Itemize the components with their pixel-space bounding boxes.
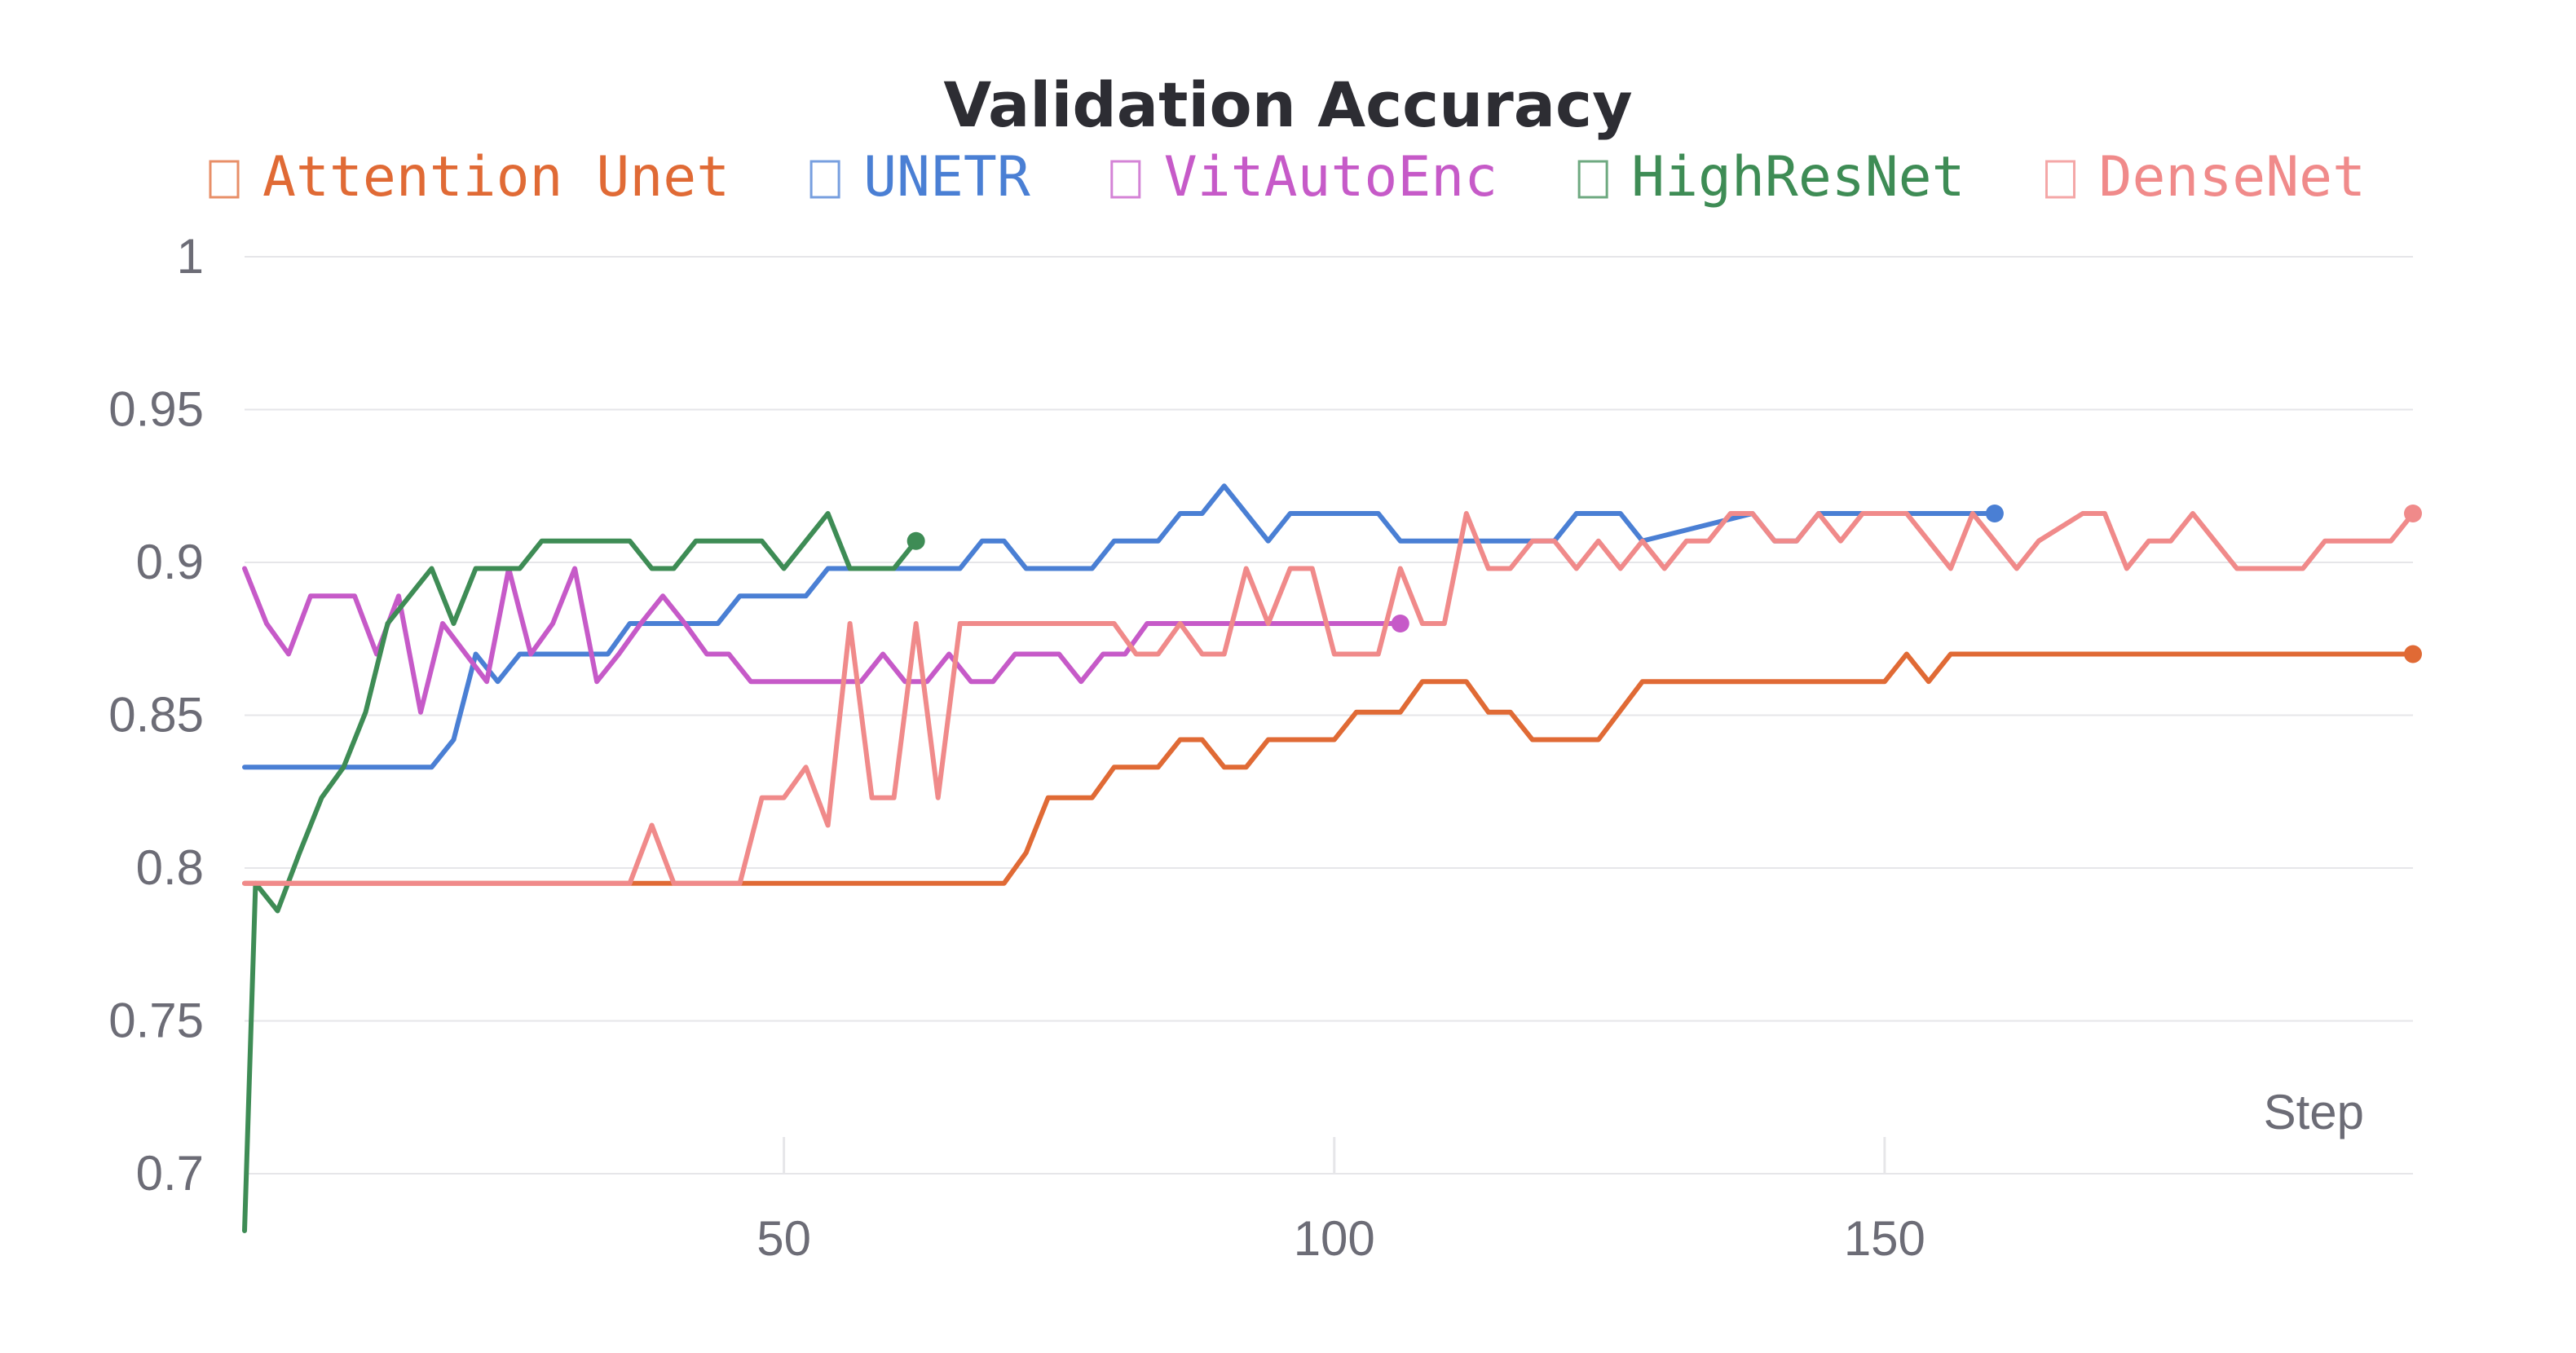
- y-tick-label: 0.95: [108, 382, 204, 437]
- series-line-densenet: [242, 511, 2415, 886]
- legend-swatch: [1577, 160, 1608, 199]
- series-end-marker-vitautoenc: [1391, 615, 1409, 632]
- legend-swatch: [2045, 160, 2076, 199]
- chart-title: Validation Accuracy: [943, 68, 1632, 141]
- y-tick-label: 1: [177, 229, 204, 284]
- legend-item-densenet: DenseNet: [2045, 145, 2366, 209]
- series-end-marker-attention-unet: [2404, 645, 2422, 663]
- series-end-marker-unetr: [1985, 505, 2004, 522]
- legend-label: UNETR: [863, 145, 1030, 209]
- legend-item-vitautoenc: VitAutoEnc: [1110, 145, 1498, 209]
- legend-item-highresnet: HighResNet: [1577, 145, 1965, 209]
- legend-item-unetr: UNETR: [809, 145, 1030, 209]
- legend-label: DenseNet: [2099, 145, 2366, 209]
- series-end-marker-highresnet: [906, 531, 925, 550]
- y-tick-label: 0.8: [136, 840, 204, 895]
- y-tick-label: 0.85: [108, 688, 204, 743]
- y-tick-label: 0.7: [136, 1146, 204, 1201]
- chart-legend: Attention Unet UNETR VitAutoEnc HighResNet D…: [209, 145, 2366, 209]
- legend-label: HighResNet: [1631, 145, 1965, 209]
- series-line-vitautoenc: [242, 566, 1403, 715]
- x-tick-label: 50: [756, 1211, 811, 1266]
- legend-swatch: [209, 160, 240, 199]
- series-line-attention-unet: [242, 651, 2415, 886]
- series-line-highresnet: [242, 511, 919, 1233]
- legend-swatch: [809, 160, 840, 199]
- y-tick-label: 0.9: [136, 535, 204, 589]
- gridlines: [245, 256, 2413, 1022]
- legend-label: Attention Unet: [262, 145, 730, 209]
- x-axis-label: Step: [2264, 1085, 2364, 1139]
- series-line-unetr: [242, 483, 1997, 770]
- legend-label: VitAutoEnc: [1164, 145, 1498, 209]
- y-tick-label: 0.75: [108, 994, 204, 1048]
- legend-item-attention-unet: Attention Unet: [209, 145, 730, 209]
- legend-swatch: [1110, 160, 1141, 199]
- x-tick-label: 100: [1294, 1211, 1375, 1266]
- series-end-marker-densenet: [2404, 505, 2422, 522]
- series-lines: [242, 483, 2422, 1233]
- x-tick-label: 150: [1844, 1211, 1925, 1266]
